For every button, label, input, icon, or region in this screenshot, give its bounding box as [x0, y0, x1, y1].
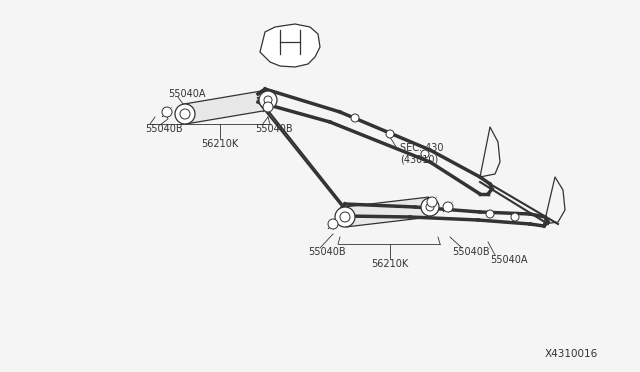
Circle shape — [421, 198, 439, 216]
Text: 56210K: 56210K — [371, 259, 408, 269]
Text: SEC. 430
(43010): SEC. 430 (43010) — [400, 143, 444, 165]
Circle shape — [351, 114, 359, 122]
Text: 55040A: 55040A — [490, 255, 527, 265]
Text: 55040B: 55040B — [145, 124, 182, 134]
Circle shape — [335, 207, 355, 227]
Circle shape — [175, 104, 195, 124]
Circle shape — [340, 212, 350, 222]
Circle shape — [486, 210, 494, 218]
Circle shape — [427, 197, 437, 207]
Text: 55040B: 55040B — [452, 247, 490, 257]
Text: 56210K: 56210K — [202, 139, 239, 149]
Circle shape — [264, 96, 272, 104]
Text: 55040A: 55040A — [168, 89, 205, 99]
Circle shape — [162, 107, 172, 117]
Circle shape — [328, 219, 338, 229]
Circle shape — [180, 109, 190, 119]
Text: X4310016: X4310016 — [545, 349, 598, 359]
Circle shape — [426, 203, 434, 211]
Circle shape — [386, 130, 394, 138]
Circle shape — [443, 202, 453, 212]
Polygon shape — [260, 24, 320, 67]
Polygon shape — [183, 90, 269, 124]
Circle shape — [263, 102, 273, 112]
Text: 55040B: 55040B — [308, 247, 346, 257]
Circle shape — [511, 213, 519, 221]
Polygon shape — [344, 197, 431, 227]
Text: 55040B: 55040B — [255, 124, 292, 134]
Circle shape — [421, 150, 429, 158]
Circle shape — [259, 91, 277, 109]
